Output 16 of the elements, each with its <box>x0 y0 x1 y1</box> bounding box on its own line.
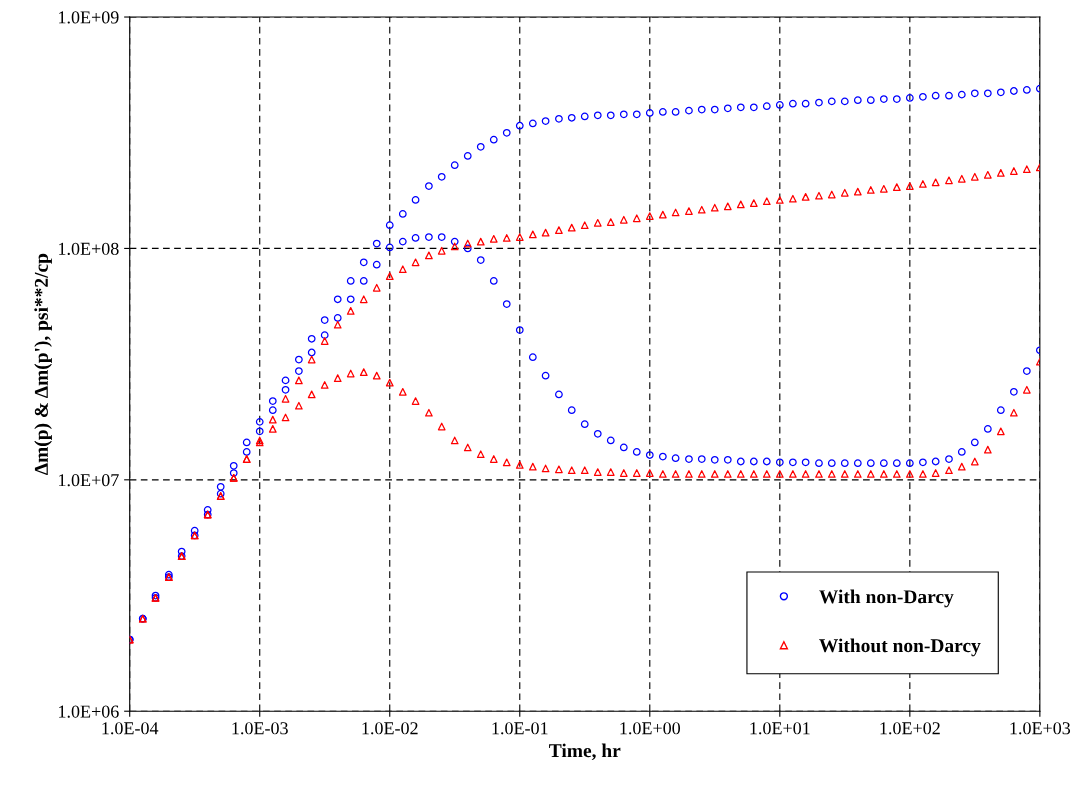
x-tick-label: 1.0E+02 <box>880 722 940 735</box>
y-axis-title: Δm(p) & Δm(p'), psi**2/cp <box>34 253 52 475</box>
x-tick-label: 1.0E-02 <box>362 722 418 735</box>
y-tick-label: 1.0E+09 <box>59 11 119 24</box>
x-axis-title: Time, hr <box>549 743 621 761</box>
x-tick-label: 1.0E-03 <box>232 722 288 735</box>
x-tick-label: 1.0E+03 <box>1010 722 1071 735</box>
x-tick-label: 1.0E+01 <box>750 722 810 735</box>
y-tick-label: 1.0E+08 <box>59 242 119 255</box>
x-tick-label: 1.0E-01 <box>492 722 548 735</box>
x-tick-label: 1.0E+00 <box>620 722 681 735</box>
x-tick-label: 1.0E-04 <box>102 722 159 735</box>
y-tick-label: 1.0E+07 <box>59 474 119 487</box>
y-tick-label: 1.0E+06 <box>59 705 119 718</box>
legend-label: With non-Darcy <box>819 589 954 608</box>
legend-label: Without non-Darcy <box>819 638 981 657</box>
